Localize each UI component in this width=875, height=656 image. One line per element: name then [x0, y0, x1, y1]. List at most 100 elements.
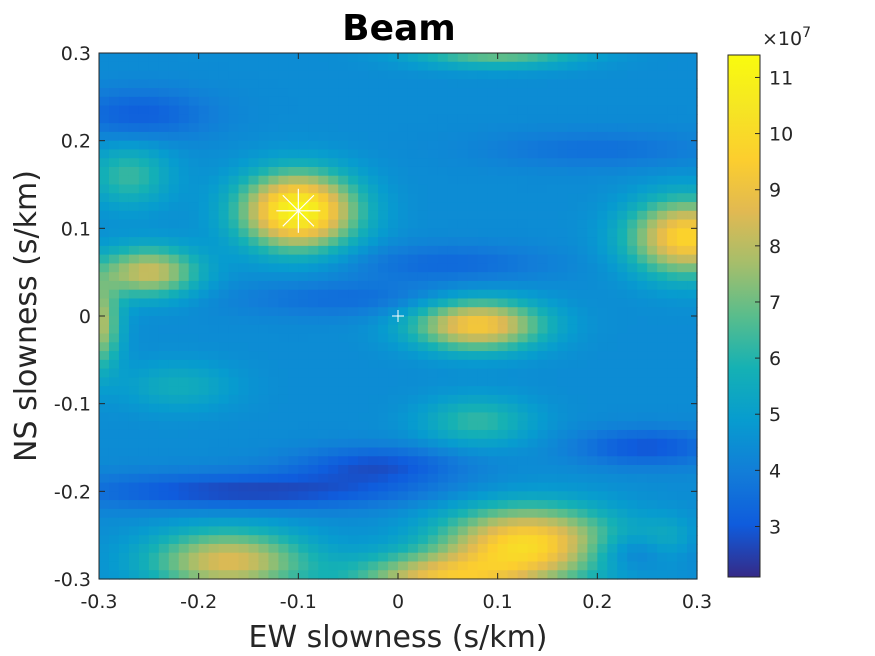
heatmap-cell	[657, 166, 668, 177]
heatmap-cell	[188, 526, 200, 536]
heatmap-cell	[607, 500, 618, 510]
heatmap-cell	[318, 324, 329, 335]
heatmap-cell	[447, 149, 459, 159]
heatmap-cell	[487, 491, 499, 501]
heatmap-cell	[657, 324, 668, 335]
heatmap-cell	[437, 263, 449, 273]
heatmap-cell	[358, 438, 369, 449]
heatmap-cell	[348, 280, 359, 291]
heatmap-cell	[198, 570, 210, 580]
heatmap-cell	[517, 508, 529, 519]
heatmap-cell	[258, 53, 270, 63]
heatmap-cell	[278, 394, 289, 405]
heatmap-cell	[657, 96, 668, 107]
heatmap-cell	[99, 114, 110, 124]
heatmap-cell	[298, 517, 309, 527]
heatmap-cell	[328, 429, 339, 440]
heatmap-cell	[567, 289, 578, 300]
heatmap-cell	[288, 307, 299, 317]
heatmap-cell	[368, 508, 379, 519]
heatmap-cell	[487, 123, 499, 133]
heatmap-cell	[437, 131, 449, 142]
heatmap-cell	[348, 166, 359, 177]
heatmap-cell	[108, 123, 120, 133]
heatmap-cell	[378, 491, 389, 501]
heatmap-cell	[497, 96, 509, 107]
heatmap-cell	[657, 245, 668, 256]
heatmap-cell	[328, 202, 339, 212]
heatmap-cell	[497, 377, 509, 387]
heatmap-cell	[118, 193, 130, 203]
heatmap-cell	[388, 202, 399, 212]
heatmap-cell	[427, 473, 439, 484]
heatmap-cell	[368, 280, 379, 291]
heatmap-cell	[328, 131, 339, 142]
heatmap-cell	[627, 324, 638, 335]
heatmap-cell	[388, 175, 399, 186]
heatmap-cell	[667, 88, 678, 98]
heatmap-cell	[687, 351, 698, 361]
heatmap-cell	[228, 298, 240, 308]
heatmap-cell	[278, 465, 289, 475]
heatmap-cell	[547, 149, 559, 159]
heatmap-cell	[99, 421, 110, 431]
heatmap-cell	[487, 526, 499, 536]
heatmap-cell	[457, 228, 469, 238]
heatmap-cell	[477, 517, 489, 527]
heatmap-cell	[248, 79, 260, 89]
heatmap-cell	[168, 123, 180, 133]
heatmap-cell	[587, 105, 598, 115]
heatmap-cell	[417, 561, 429, 571]
heatmap-cell	[238, 412, 250, 422]
heatmap-cell	[427, 88, 439, 98]
heatmap-cell	[507, 149, 519, 159]
heatmap-cell	[378, 368, 389, 378]
heatmap-cell	[358, 429, 369, 440]
heatmap-cell	[288, 465, 299, 475]
heatmap-cell	[437, 254, 449, 264]
heatmap-cell	[437, 123, 449, 133]
heatmap-cell	[338, 368, 349, 378]
heatmap-cell	[188, 228, 200, 238]
heatmap-cell	[617, 79, 628, 89]
heatmap-cell	[497, 123, 509, 133]
heatmap-cell	[248, 254, 260, 264]
heatmap-cell	[228, 570, 240, 580]
heatmap-cell	[577, 272, 588, 282]
heatmap-cell	[128, 254, 140, 264]
heatmap-cell	[427, 228, 439, 238]
heatmap-cell	[108, 272, 120, 282]
heatmap-cell	[447, 166, 459, 177]
heatmap-cell	[537, 500, 549, 510]
heatmap-cell	[527, 561, 539, 571]
heatmap-cell	[427, 140, 439, 151]
heatmap-cell	[158, 421, 170, 431]
heatmap-cell	[138, 53, 150, 63]
heatmap-cell	[118, 377, 130, 387]
heatmap-cell	[288, 149, 299, 159]
heatmap-cell	[388, 517, 399, 527]
heatmap-cell	[587, 219, 598, 229]
heatmap-cell	[437, 359, 449, 370]
heatmap-cell	[298, 491, 309, 501]
heatmap-cell	[547, 193, 559, 203]
heatmap-cell	[398, 394, 409, 405]
heatmap-cell	[268, 491, 279, 501]
heatmap-cell	[477, 280, 489, 291]
heatmap-cell	[507, 131, 519, 142]
heatmap-cell	[477, 316, 489, 326]
heatmap-cell	[318, 429, 329, 440]
heatmap-cell	[99, 210, 110, 221]
heatmap-cell	[557, 368, 569, 378]
heatmap-cell	[647, 184, 658, 194]
heatmap-cell	[218, 298, 230, 308]
heatmap-cell	[398, 368, 409, 378]
heatmap-cell	[198, 131, 210, 142]
heatmap-cell	[537, 473, 549, 484]
heatmap-cell	[437, 316, 449, 326]
heatmap-cell	[517, 280, 529, 291]
heatmap-cell	[517, 333, 529, 343]
heatmap-cell	[407, 280, 419, 291]
heatmap-cell	[457, 166, 469, 177]
heatmap-cell	[138, 491, 150, 501]
